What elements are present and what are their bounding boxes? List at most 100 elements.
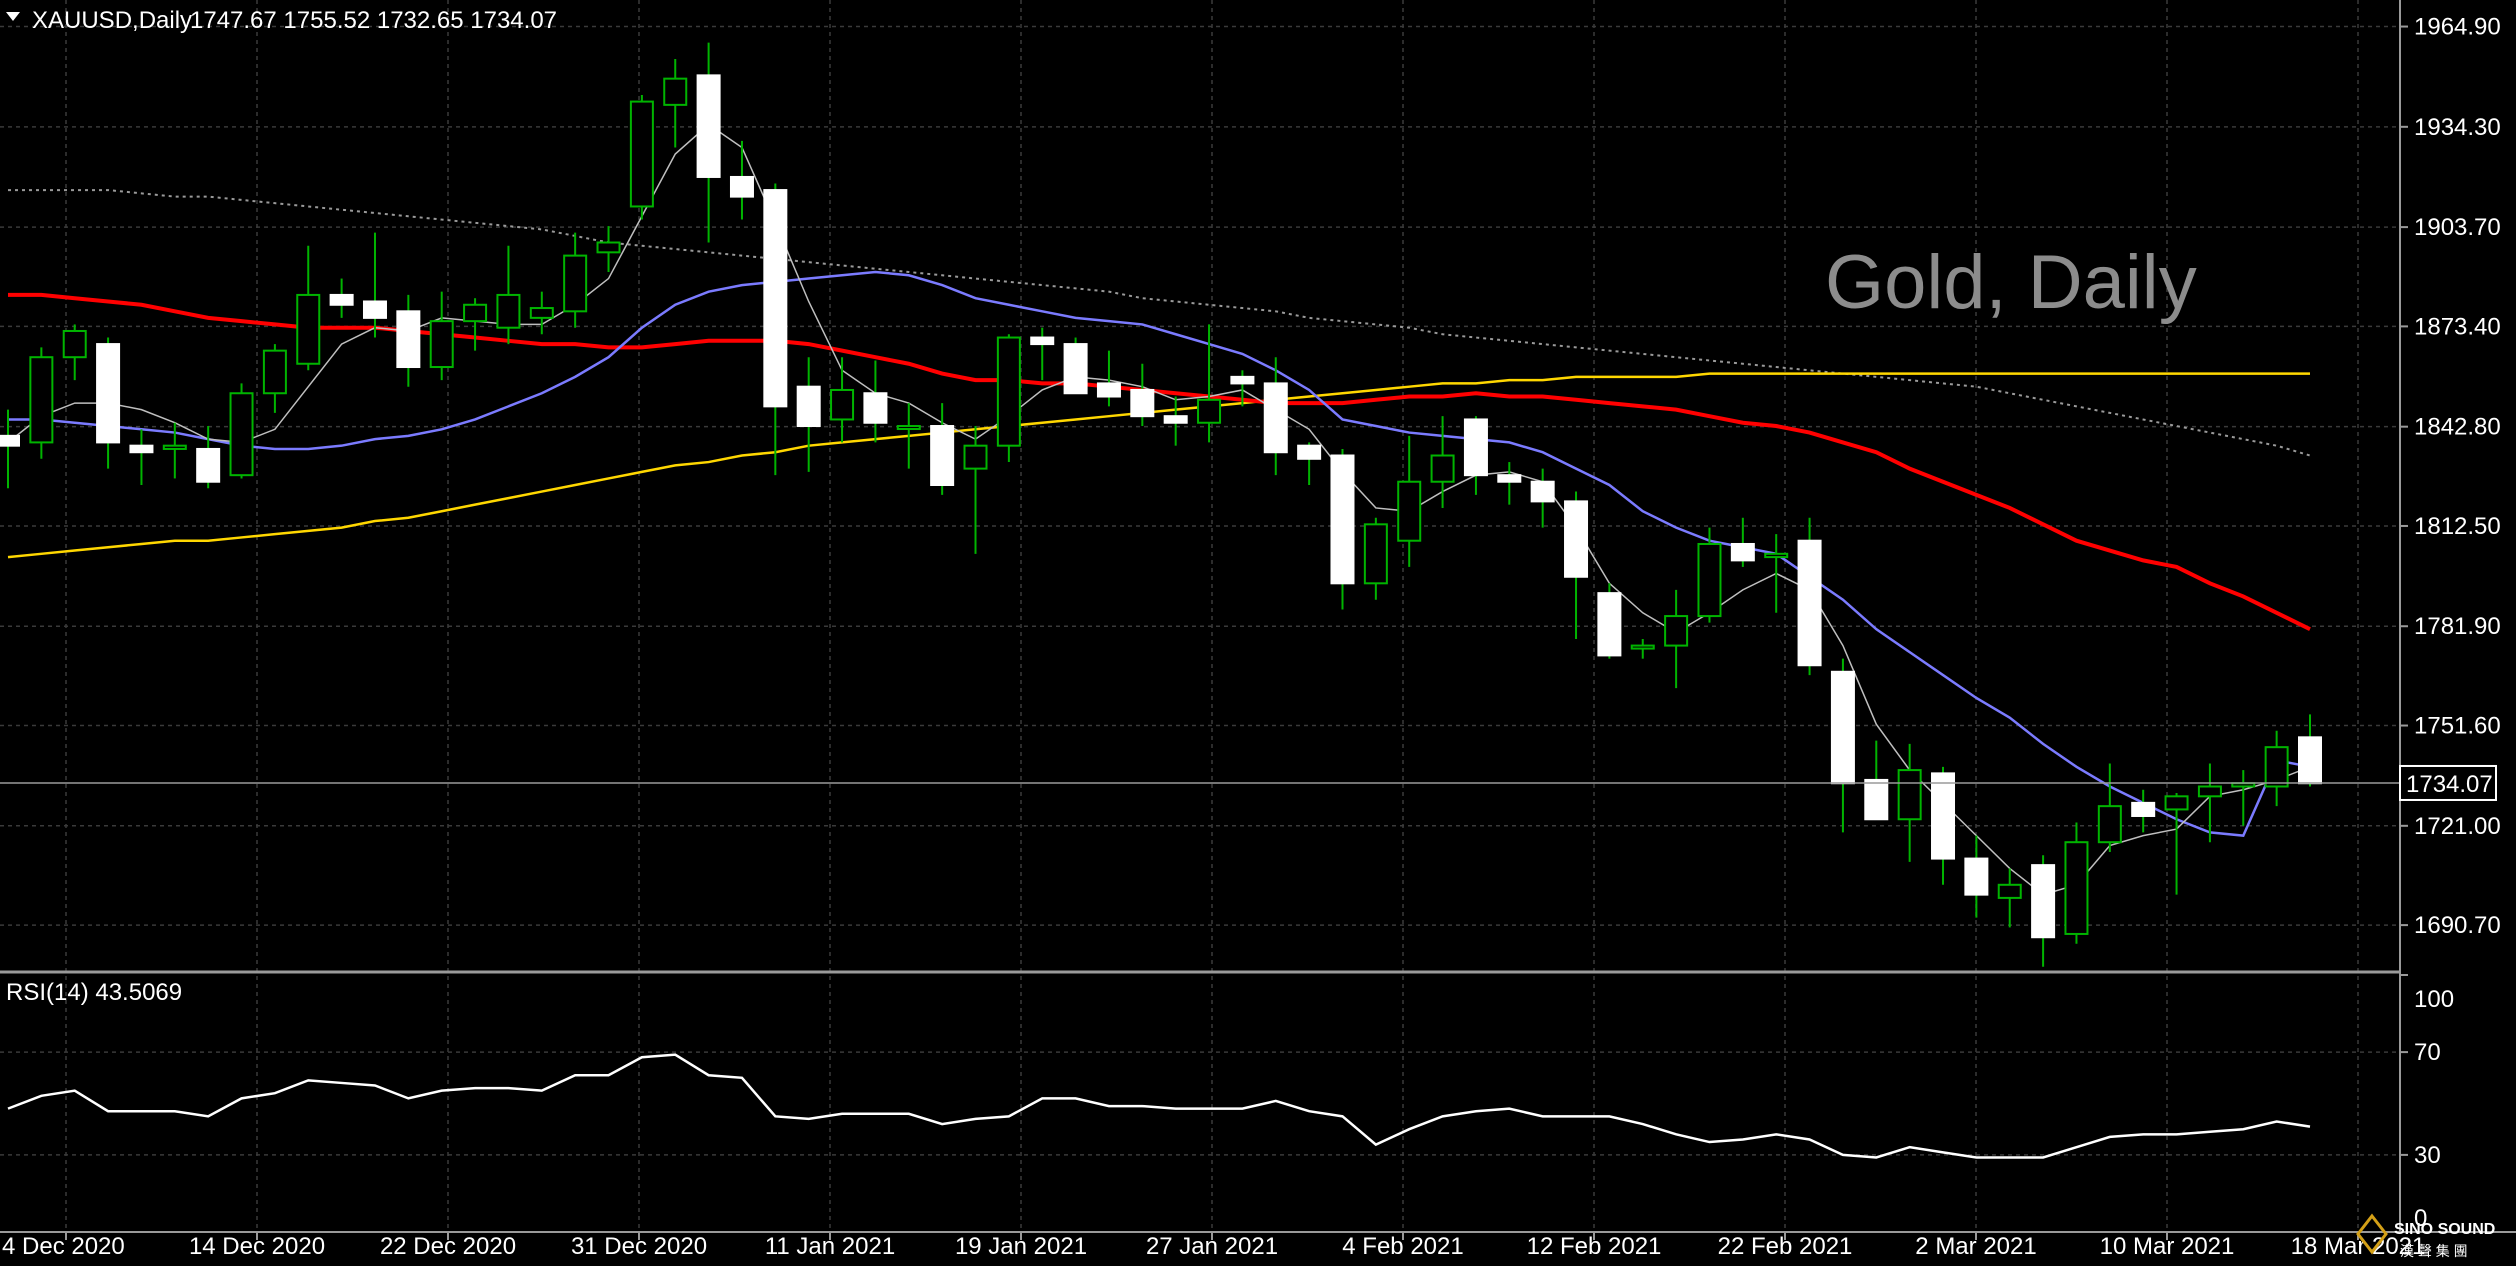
candle-bull	[963, 444, 988, 470]
candle-bull	[1197, 398, 1222, 424]
ma-100-polyline	[7, 372, 2310, 559]
candle-bull	[663, 77, 688, 106]
price-tick-label: 1964.90	[2414, 14, 2501, 41]
candle-bear	[796, 385, 821, 428]
candle-bull	[1764, 552, 1789, 559]
current-price-box	[2399, 764, 2497, 801]
rsi-label: RSI(14) 43.5069	[6, 979, 182, 1006]
candle-bear	[1730, 542, 1755, 562]
time-tick-label: 22 Dec 2020	[380, 1233, 516, 1260]
candle-bull	[2097, 805, 2122, 844]
candle-bear	[396, 310, 421, 369]
logo-subtext: 漢 聲 集 團	[2400, 1243, 2468, 1259]
candle-bear	[1063, 343, 1088, 395]
candle-bull	[1397, 480, 1422, 542]
ma-200-polyline	[8, 189, 2311, 457]
grid-lines	[0, 0, 2400, 1232]
time-axis-labels: 4 Dec 2020 14 Dec 2020 22 Dec 2020 31 Dec 2…	[2, 1232, 2425, 1260]
candle-bear	[1297, 444, 1322, 460]
time-tick-label: 27 Jan 2021	[1146, 1233, 1278, 1260]
price-tick-label: 1903.70	[2414, 214, 2501, 241]
candle-bear	[96, 343, 121, 444]
symbol-label: XAUUSD,Daily	[32, 7, 192, 34]
rsi-tick-label: 30	[2414, 1142, 2441, 1169]
price-tick-label: 1873.40	[2414, 313, 2501, 340]
candle-bull	[1363, 523, 1388, 585]
candle-bull	[2164, 795, 2189, 811]
time-tick-label: 31 Dec 2020	[571, 1233, 707, 1260]
rsi-line	[7, 1053, 2311, 1159]
candle-bear	[1530, 480, 1555, 503]
candle-bull	[262, 349, 287, 395]
candle-bull	[1997, 883, 2022, 899]
ma-100-line	[7, 372, 2310, 559]
candle-bear	[1330, 454, 1355, 585]
price-tick-label: 1690.70	[2414, 912, 2501, 939]
chart-watermark: Gold, Daily	[1825, 240, 2197, 325]
time-tick-label: 4 Feb 2021	[1342, 1233, 1463, 1260]
candle-bear	[1030, 336, 1055, 346]
candle-bear	[1797, 539, 1822, 667]
price-tick-label: 1751.60	[2414, 713, 2501, 740]
candle-bear	[129, 444, 154, 454]
candle-bear	[930, 425, 955, 487]
candle-bull	[1897, 769, 1922, 821]
sino-sound-logo: SINO SOUND 漢 聲 集 團	[2356, 1213, 2495, 1259]
candle-bear	[729, 175, 754, 198]
price-tick-label: 1842.80	[2414, 414, 2501, 441]
candle-bear	[0, 434, 20, 447]
rsi-tick-label: 100	[2414, 986, 2454, 1013]
price-axis-labels: 1964.90 1934.30 1903.70 1873.40 1842.80 1812.…	[2400, 14, 2501, 939]
time-tick-label: 2 Mar 2021	[1915, 1233, 2036, 1260]
candle-bear	[2031, 864, 2056, 939]
candle-bear	[362, 300, 387, 319]
time-tick-label: 14 Dec 2020	[189, 1233, 325, 1260]
candle-bull	[563, 254, 588, 313]
candle-bear	[1263, 382, 1288, 454]
candle-bull	[529, 307, 554, 319]
candle-bull	[296, 293, 321, 365]
rsi-tick-label: 0	[2414, 1205, 2427, 1232]
rsi-polyline	[7, 1053, 2311, 1159]
time-tick-label: 22 Feb 2021	[1718, 1233, 1853, 1260]
current-price-label: 1734.07	[2406, 771, 2493, 798]
price-tick-label: 1781.90	[2414, 613, 2501, 640]
candle-bear	[2298, 736, 2322, 785]
candle-bear	[196, 447, 221, 483]
symbol-dropdown-icon[interactable]	[6, 12, 20, 21]
rsi-tick-label: 70	[2414, 1039, 2441, 1066]
ohlc-readout: 1747.67 1755.52 1732.65 1734.07	[190, 7, 557, 34]
candle-bear	[763, 189, 788, 408]
price-tick-label: 1934.30	[2414, 114, 2501, 141]
candle-bull	[629, 100, 654, 208]
candle-bear	[1096, 382, 1121, 398]
candle-bear	[863, 392, 888, 424]
rsi-axis-labels: 100 70 30 0	[2400, 974, 2454, 1233]
candle-bear	[2131, 801, 2156, 817]
time-tick-label: 11 Jan 2021	[765, 1233, 895, 1260]
candle-bull	[1664, 615, 1689, 647]
candle-bull	[463, 303, 488, 323]
candle-bear	[1964, 857, 1989, 896]
time-tick-label: 19 Jan 2021	[955, 1233, 1087, 1260]
candle-bear	[1130, 388, 1155, 418]
candle-bull	[2264, 746, 2289, 788]
candle-bull	[229, 392, 254, 477]
candle-bear	[1497, 474, 1522, 483]
time-tick-label: 12 Feb 2021	[1527, 1233, 1662, 1260]
time-tick-label: 10 Mar 2021	[2100, 1233, 2235, 1260]
candle-bull	[896, 425, 921, 431]
candle-bear	[1564, 500, 1589, 578]
time-tick-label: 4 Dec 2020	[2, 1233, 125, 1260]
time-tick-label: 18 Mar 2021	[2291, 1233, 2426, 1260]
ma-200-line	[8, 189, 2311, 457]
candle-bull	[2197, 785, 2222, 798]
ma-20-line	[8, 270, 2311, 837]
candle-bear	[1597, 592, 1622, 657]
logo-text: SINO SOUND	[2394, 1221, 2495, 1238]
candle-bull	[1697, 542, 1722, 618]
candle-bull	[1630, 644, 1655, 650]
candle-bear	[696, 74, 721, 178]
